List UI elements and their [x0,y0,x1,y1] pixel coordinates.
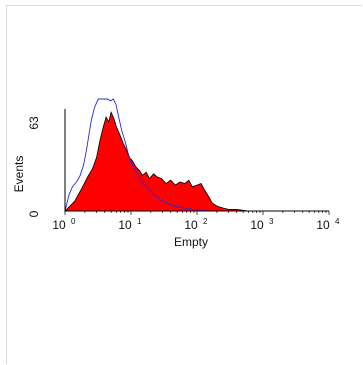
x-tick-label: 10 [250,218,264,232]
axes: 10 0 10 1 10 2 10 3 10 4 0 63 Empty Events [12,109,340,249]
y-axis-title: Events [12,156,26,193]
x-tick-exponent: 4 [335,217,340,226]
x-tick-exponent: 2 [203,217,208,226]
histogram-chart: 10 0 10 1 10 2 10 3 10 4 0 63 Empty Events [12,98,340,249]
chart-panel: 10 0 10 1 10 2 10 3 10 4 0 63 Empty Events [6,5,362,364]
x-axis-title: Empty [174,235,208,249]
x-tick-label: 10 [184,218,198,232]
overlay-histogram-line [64,98,329,212]
plot-area [64,98,329,212]
y-tick-label: 63 [27,116,41,130]
y-tick-label: 0 [27,210,41,217]
x-tick-label: 10 [52,218,66,232]
x-tick-label: 10 [118,218,132,232]
x-tick-label: 10 [316,218,330,232]
x-tick-exponent: 1 [137,217,142,226]
x-tick-exponent: 0 [71,217,76,226]
x-tick-exponent: 3 [269,217,274,226]
filled-histogram [64,110,329,212]
